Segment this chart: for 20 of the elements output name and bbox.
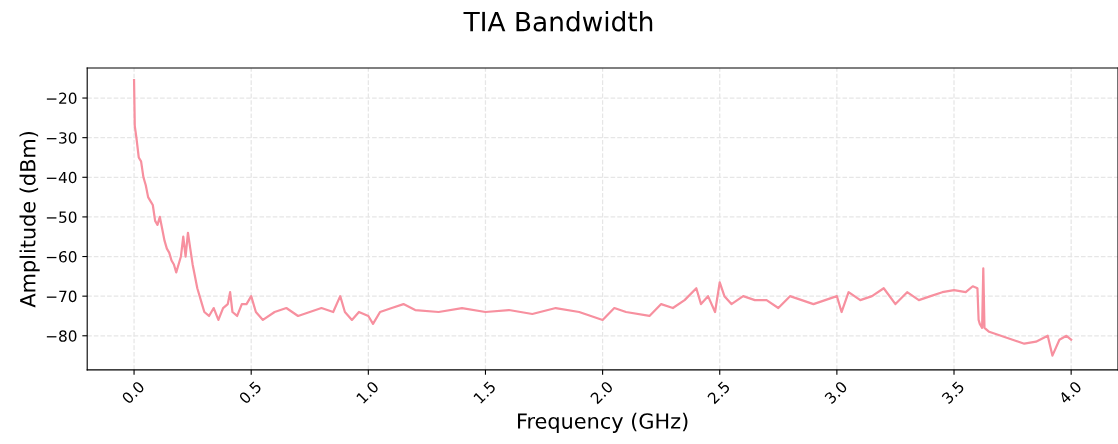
x-tick-label: 2.5 bbox=[706, 380, 731, 405]
y-tick-label: −60 bbox=[46, 251, 77, 263]
chart-title: TIA Bandwidth bbox=[463, 11, 653, 32]
x-tick-label: 3.5 bbox=[941, 380, 965, 405]
y-tick-label: −80 bbox=[46, 330, 77, 342]
y-tick-label: −30 bbox=[46, 132, 77, 144]
y-tick-label: −50 bbox=[46, 211, 77, 223]
x-tick-label: 0.5 bbox=[238, 380, 262, 405]
y-axis-title: Amplitude (dBm) bbox=[19, 131, 40, 308]
line-series bbox=[132, 79, 1073, 357]
x-tick-label: 1.5 bbox=[473, 380, 497, 404]
x-tick-label: 4.0 bbox=[1058, 380, 1083, 405]
x-tick-label: 0.0 bbox=[121, 380, 146, 405]
x-tick-label: 1.0 bbox=[355, 380, 380, 404]
x-axis-title: Frequency (GHz) bbox=[518, 412, 688, 433]
y-tick-label: −20 bbox=[46, 92, 77, 105]
x-tick-label: 3.0 bbox=[824, 380, 848, 405]
y-tick-label: −40 bbox=[46, 171, 77, 184]
y-tick-label: −70 bbox=[46, 290, 77, 303]
x-tick-label: 2.0 bbox=[589, 380, 614, 405]
